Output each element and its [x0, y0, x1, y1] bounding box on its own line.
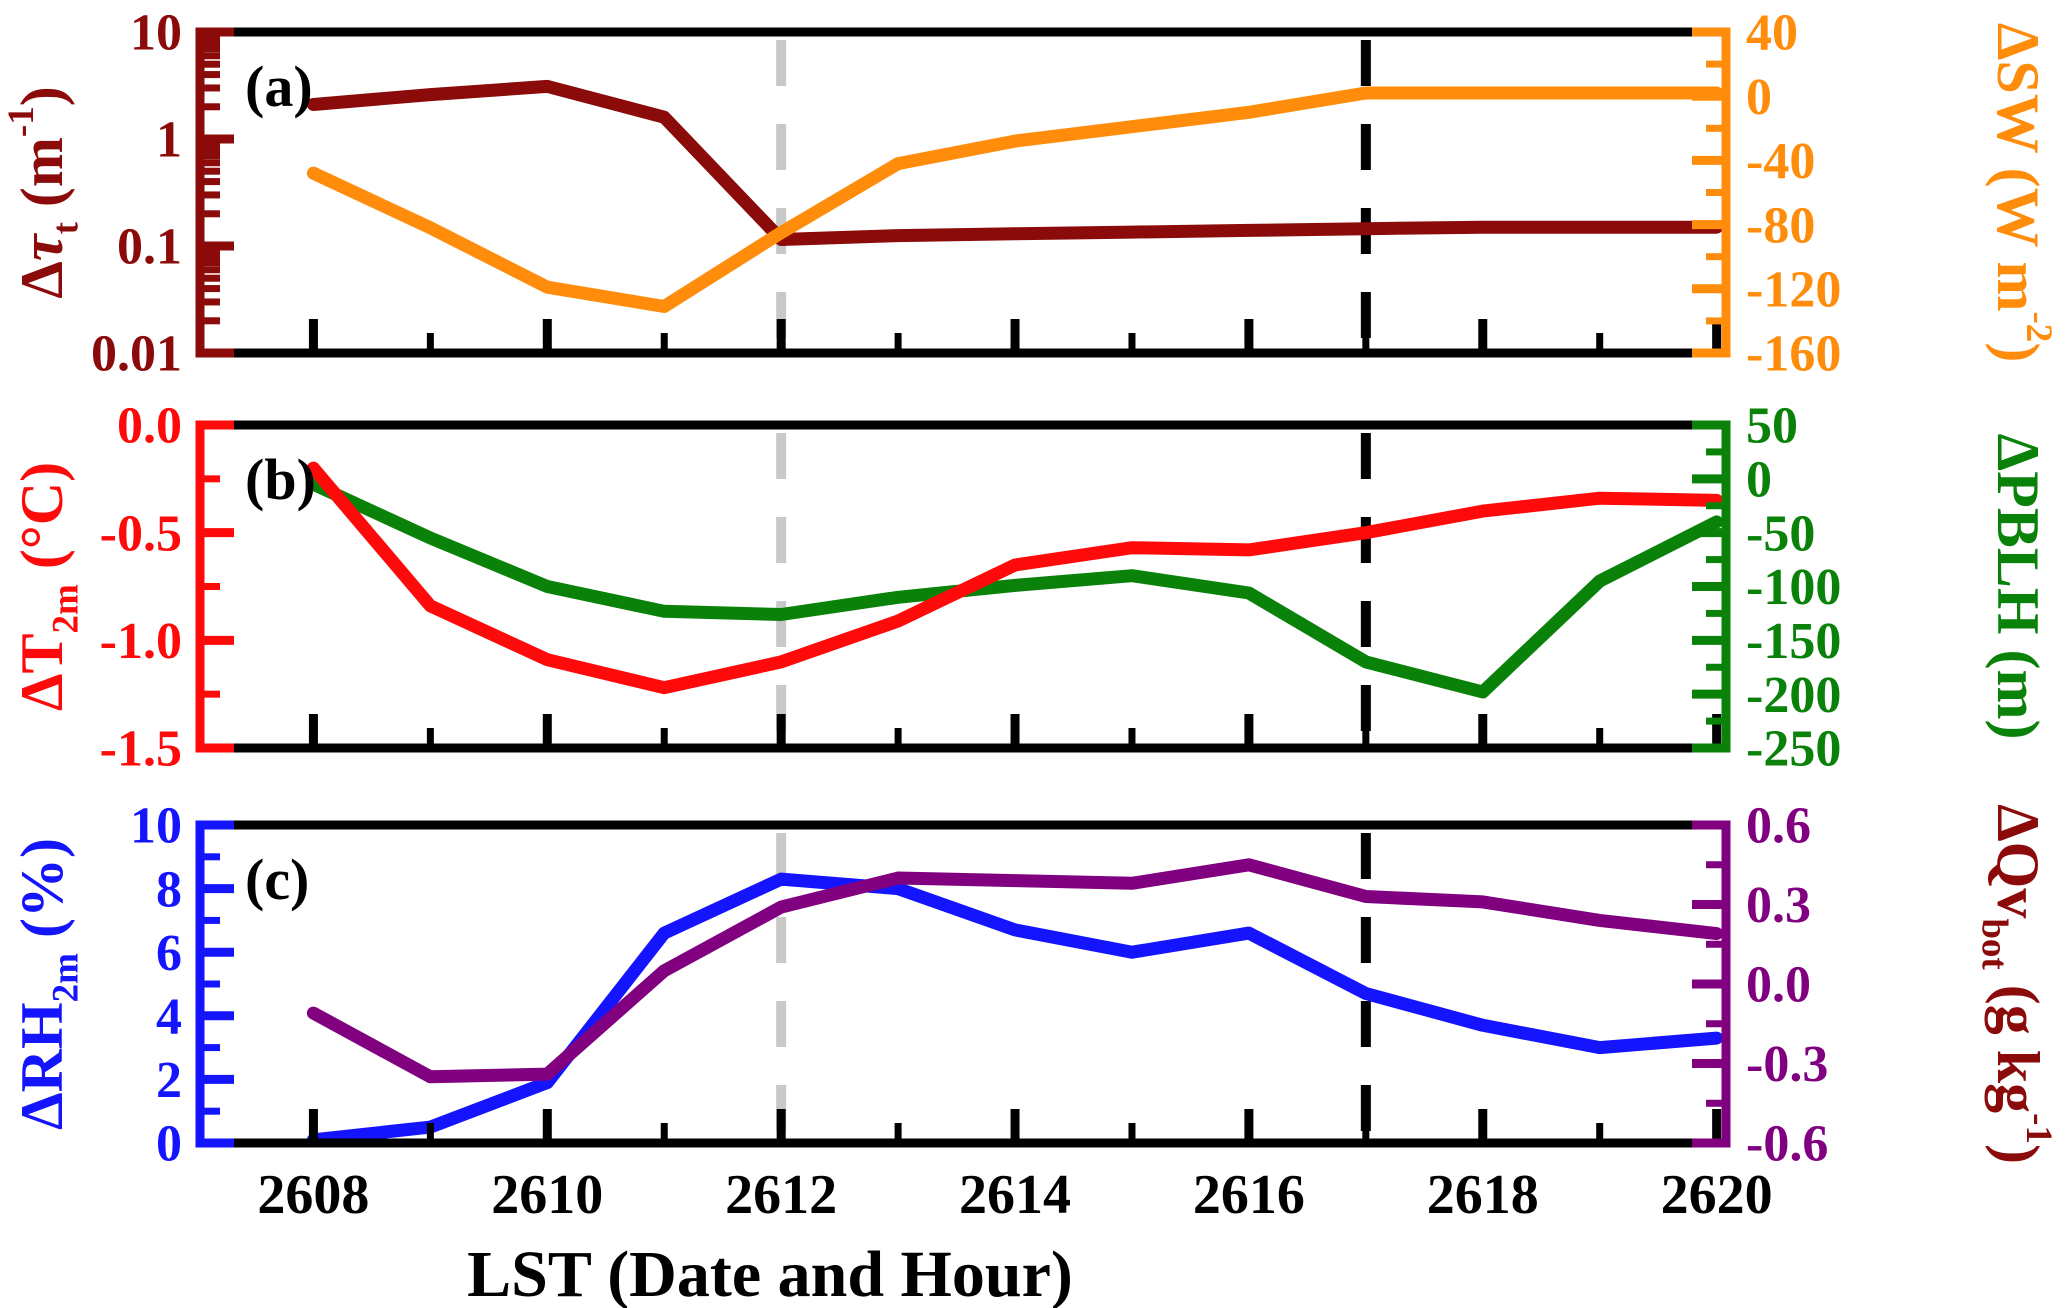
right-tick-label: -0.3 — [1746, 1036, 1828, 1093]
series-delta-sw-line — [306, 86, 1724, 313]
panel-b: 0.0 -0.5 -1.0 -1.5 500-50-100-150-200-250 (b)… — [9, 398, 2051, 778]
right-tick-label: -80 — [1746, 197, 1815, 254]
left-tick-label: 10 — [130, 5, 182, 62]
x-tick-label: 2612 — [725, 1164, 837, 1226]
left-tick-label: 0 — [156, 1116, 182, 1173]
left-tick-label: 1 — [156, 112, 182, 169]
right-tick-label: -0.6 — [1746, 1116, 1828, 1173]
right-tick-label: -100 — [1746, 559, 1841, 616]
x-tick-label: 2618 — [1427, 1164, 1539, 1226]
left-tick-label: 2 — [156, 1052, 182, 1109]
x-axis-title: LST (Date and Hour) — [467, 1238, 1073, 1308]
left-tick-label: 4 — [156, 988, 182, 1045]
right-tick-label: -250 — [1746, 721, 1841, 778]
series-delta-qv-bot-line — [306, 858, 1724, 1084]
x-tick-label: 2610 — [491, 1164, 603, 1226]
left-axis-title: ΔT2m (°C) — [9, 462, 87, 711]
panel-label: (b) — [245, 447, 316, 512]
right-tick-label: 50 — [1746, 398, 1798, 455]
right-tick-label: -50 — [1746, 505, 1815, 562]
left-tick-label: 8 — [156, 861, 182, 918]
left-tick-label: 0.01 — [91, 326, 182, 383]
panel-c: 10 8 6 4 2 0 0.6 0.3 0.0 -0.3 -0.6 (c) ΔRH2m (%) ΔQvb… — [9, 798, 2059, 1173]
right-tick-label: -120 — [1746, 261, 1841, 318]
left-tick-label: -0.5 — [100, 505, 182, 562]
right-tick-label: 0 — [1746, 452, 1772, 509]
x-tick-label: 2608 — [257, 1164, 369, 1226]
left-tick-label: -1.5 — [100, 721, 182, 778]
panel-a: 10 1 0.1 0.01 40 0 -40 -80 -120 -160 (a) Δτt (m-1) Δ… — [1, 5, 2059, 383]
right-tick-label: 0.6 — [1746, 798, 1811, 855]
right-tick-label: -160 — [1746, 326, 1841, 383]
right-tick-label: -200 — [1746, 667, 1841, 724]
left-tick-label: 10 — [130, 798, 182, 855]
x-tick-label: 2620 — [1661, 1164, 1773, 1226]
left-tick-label: 6 — [156, 925, 182, 982]
left-tick-label: -1.0 — [100, 613, 182, 670]
right-tick-label: 0.0 — [1746, 957, 1811, 1014]
left-axis-title: ΔRH2m (%) — [9, 838, 87, 1130]
right-tick-label: 40 — [1746, 5, 1798, 62]
series-delta-pblh-line — [306, 477, 1724, 699]
left-axis-title: Δτt (m-1) — [1, 86, 86, 298]
right-axis-title: ΔQvbot (g kg-1) — [1973, 804, 2058, 1164]
right-tick-label: 0.3 — [1746, 877, 1811, 934]
left-tick-label: 0.0 — [117, 398, 182, 455]
x-tick-label: 2614 — [959, 1164, 1071, 1226]
series-delta-t2m-line — [306, 461, 1724, 695]
series-delta-tau-t-line — [306, 79, 1724, 246]
right-axis-title: ΔPBLH (m) — [1985, 434, 2051, 740]
right-tick-label: 0 — [1746, 69, 1772, 126]
panel-label: (a) — [245, 54, 313, 119]
left-tick-label: 0.1 — [117, 219, 182, 276]
right-tick-label: -150 — [1746, 613, 1841, 670]
panel-label: (c) — [245, 847, 309, 912]
right-axis-title: ΔSW (W m-2) — [1985, 23, 2059, 363]
series-delta-rh2m-line — [306, 872, 1724, 1147]
right-tick-label: -40 — [1746, 133, 1815, 190]
x-tick-label: 2616 — [1193, 1164, 1305, 1226]
